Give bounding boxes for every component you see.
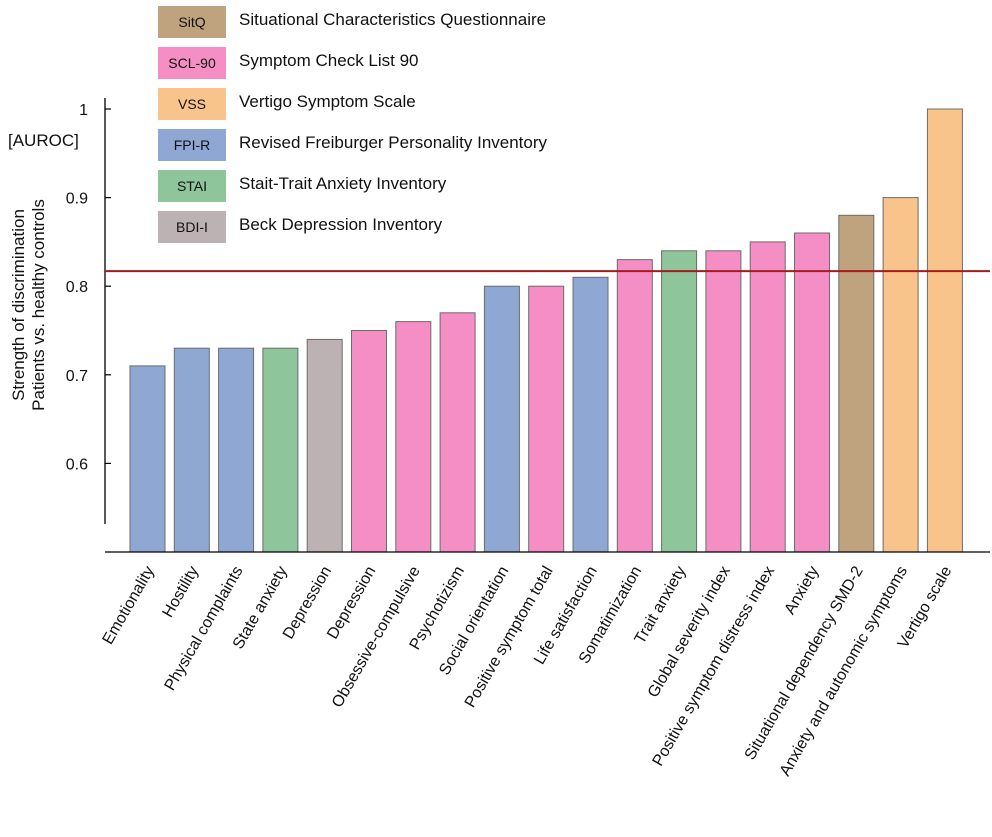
- bar-12: [616, 259, 653, 553]
- y-axis-title-line: Strength of discrimination: [9, 209, 28, 401]
- legend-swatch: SCL-90: [158, 47, 226, 79]
- bar-6: [351, 330, 387, 553]
- legend-label: Beck Depression Inventory: [239, 215, 443, 234]
- bar-1: [129, 365, 166, 553]
- legend-label: Stait-Trait Anxiety Inventory: [239, 174, 447, 193]
- axes-group: 0.6 0.7 0.8 0.9 1[AUROC] Strength of discrimi…: [8, 98, 990, 553]
- bar-5: [306, 338, 343, 553]
- bar-2: [173, 347, 210, 553]
- legend-label: Vertigo Symptom Scale: [239, 92, 416, 111]
- bar-18: [882, 197, 919, 553]
- category-label-7: Obsessive-compulsive: [329, 563, 424, 710]
- category-label-14: Global severity index: [645, 564, 734, 701]
- bar-11: [572, 276, 609, 553]
- legend-label: Revised Freiburger Personality Inventory: [239, 133, 548, 152]
- bar-4: [262, 347, 299, 553]
- bar-13: [661, 250, 698, 553]
- y-axis-title-line: Patients vs. healthy controls: [29, 199, 48, 411]
- y-tick-label: 0.7: [66, 368, 88, 385]
- bar-7: [395, 321, 432, 553]
- bar-17: [838, 214, 875, 553]
- bar-10: [528, 285, 565, 553]
- legend-swatch: VSS: [158, 88, 226, 120]
- legend-swatch: SitQ: [158, 6, 226, 38]
- category-label-10: Positive symptom total: [462, 564, 557, 711]
- legend-swatch: STAI: [158, 170, 226, 202]
- category-label-2: Hostility: [160, 564, 203, 621]
- y-axis-title: Strength of discriminationPatients vs. h…: [9, 199, 48, 411]
- category-label-16: Anxiety: [782, 564, 823, 618]
- bar-15: [749, 241, 786, 553]
- category-label-1: Emotionality: [100, 564, 158, 648]
- y-tick-label: 1: [79, 102, 88, 119]
- y-unit-label: [AUROC]: [8, 131, 79, 150]
- legend-label: Symptom Check List 90: [239, 51, 419, 70]
- legend-label: Situational Characteristics Questionnair…: [239, 10, 547, 29]
- bar-9: [483, 285, 520, 553]
- bar-14: [705, 250, 742, 553]
- y-tick-label: 0.8: [66, 279, 88, 296]
- category-label-3: Physical complaints: [162, 564, 247, 694]
- bar-16: [794, 232, 830, 553]
- bars-group: [129, 108, 963, 553]
- bar-8: [439, 312, 476, 553]
- legend-swatch: FPI-R: [158, 129, 226, 161]
- y-tick-label: 0.6: [66, 456, 88, 473]
- bar-19: [926, 108, 963, 553]
- y-tick-label: 0.9: [66, 191, 88, 208]
- bar-3: [218, 347, 255, 553]
- legend-swatch: BDI-I: [158, 211, 226, 243]
